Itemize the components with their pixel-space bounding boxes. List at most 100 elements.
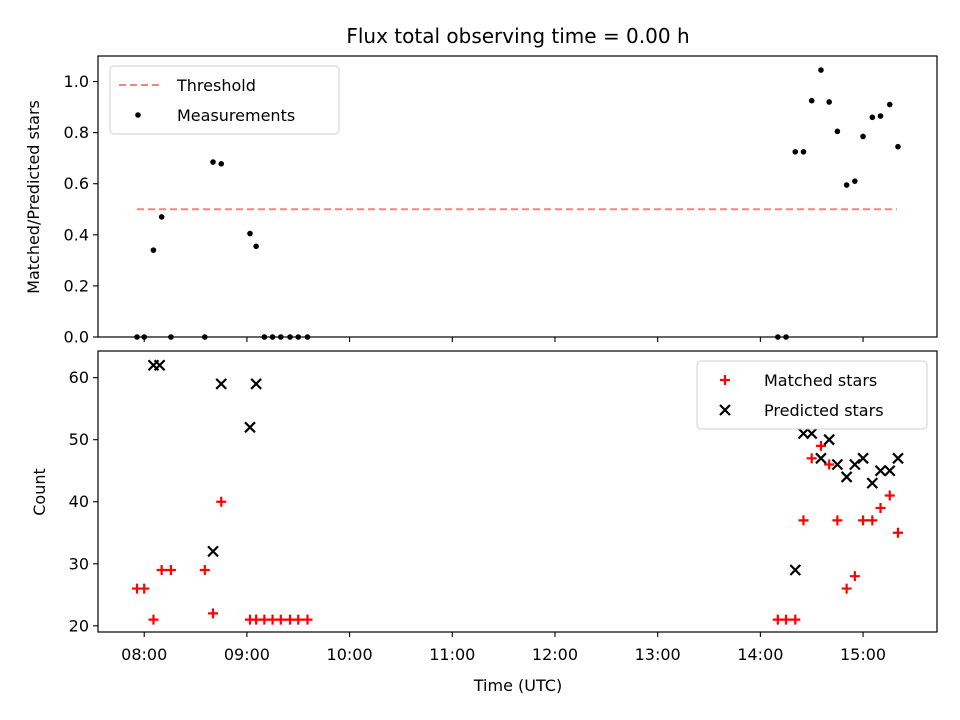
x-tick-label: 11:00: [429, 645, 475, 664]
data-point: [892, 452, 904, 465]
ratio-y-axis: 0.0 0.2 0.4 0.6 0.8 1.0: [64, 72, 98, 347]
y-tick-label: 40: [69, 492, 89, 511]
matched-stars-series: [132, 440, 903, 625]
data-point: [866, 477, 879, 489]
data-point: [244, 421, 256, 434]
y-tick-label: 0.0: [64, 328, 89, 347]
ratio-legend: Threshold Measurements: [109, 65, 340, 135]
data-point: [834, 128, 841, 135]
data-point: [858, 515, 869, 526]
data-point: [275, 614, 286, 625]
data-point: [886, 101, 893, 108]
legend-marker-swatch: [719, 404, 731, 416]
data-point: [293, 614, 304, 625]
data-point: [207, 545, 219, 558]
data-point: [840, 471, 853, 483]
data-point: [156, 564, 167, 575]
y-tick-label: 1.0: [64, 72, 89, 91]
data-point: [218, 161, 225, 167]
data-point: [790, 614, 801, 625]
data-point: [895, 143, 901, 150]
data-point: [843, 182, 850, 188]
time-x-axis: 08:00 09:00 10:00 11:00 12:00 13:00 14:00 15:00: [121, 632, 886, 664]
data-point: [148, 614, 159, 625]
data-point: [883, 464, 896, 477]
data-point: [158, 214, 165, 220]
y-tick-label: 0.8: [64, 123, 89, 142]
chart-title: Flux total observing time = 0.00 h: [346, 24, 689, 48]
y-tick-label: 20: [69, 616, 89, 635]
data-point: [849, 458, 861, 471]
data-point: [150, 247, 157, 253]
x-tick-label: 08:00: [121, 645, 167, 664]
count-y-axis-title: Count: [30, 468, 49, 516]
data-point: [824, 459, 835, 470]
data-point: [849, 571, 860, 582]
data-point: [815, 452, 827, 465]
data-point: [781, 614, 792, 625]
y-tick-label: 60: [69, 368, 89, 387]
data-point: [805, 427, 818, 440]
x-axis-title: Time (UTC): [473, 676, 562, 695]
data-point: [199, 564, 210, 575]
ratio-x-ticks: [143, 337, 864, 342]
data-point: [792, 148, 799, 155]
data-point: [210, 159, 216, 165]
predicted-stars-series: [147, 359, 904, 576]
data-point: [302, 614, 313, 625]
x-tick-label: 09:00: [224, 645, 270, 664]
data-point: [800, 148, 807, 155]
x-tick-label: 14:00: [737, 645, 783, 664]
data-point: [874, 464, 887, 477]
y-tick-label: 0.6: [64, 174, 89, 193]
data-point: [852, 178, 858, 184]
data-point: [884, 490, 895, 501]
data-point: [808, 97, 815, 104]
data-point: [875, 502, 886, 513]
data-point: [247, 230, 253, 237]
data-point: [867, 515, 878, 526]
ratio-y-axis-title: Matched/Predicted stars: [24, 100, 43, 294]
y-tick-label: 0.2: [64, 276, 89, 295]
count-y-axis: 20 30 40 50 60: [69, 368, 98, 635]
data-point: [815, 440, 826, 451]
data-point: [841, 583, 852, 594]
ratio-panel: 0.0 0.2 0.4 0.6 0.8 1.0 Matched/Predicted sta…: [24, 55, 938, 347]
legend-label: Measurements: [177, 106, 295, 125]
data-point: [826, 99, 832, 105]
legend-box: [696, 360, 928, 430]
x-tick-label: 15:00: [840, 645, 886, 664]
ratio-plot-frame: [97, 55, 938, 338]
data-point: [250, 378, 262, 390]
legend-marker-swatch: [135, 112, 141, 118]
count-plot-frame: [97, 350, 938, 633]
data-point: [877, 113, 884, 119]
legend-label: Matched stars: [764, 371, 877, 390]
y-tick-label: 50: [69, 430, 89, 449]
legend-label: Threshold: [176, 76, 256, 95]
legend-box: [109, 65, 340, 135]
data-point: [823, 433, 835, 446]
data-point: [789, 564, 802, 576]
data-point: [869, 114, 876, 121]
data-point: [216, 496, 227, 507]
x-tick-label: 12:00: [532, 645, 578, 664]
data-point: [208, 608, 219, 619]
legend-label: Predicted stars: [764, 401, 884, 420]
data-point: [892, 527, 903, 538]
data-point: [857, 452, 869, 465]
data-point: [215, 378, 228, 390]
data-point: [165, 564, 176, 575]
count-legend: Matched stars Predicted stars: [696, 360, 928, 430]
data-point: [139, 583, 150, 594]
count-panel: 20 30 40 50 60 08:00 09:00 10:00 11:00 12:00 13:0…: [30, 350, 938, 695]
y-tick-label: 0.4: [64, 225, 89, 244]
data-point: [832, 515, 843, 526]
data-point: [860, 133, 866, 140]
data-point: [818, 67, 824, 73]
data-point: [253, 243, 259, 250]
data-point: [831, 458, 844, 471]
x-tick-label: 10:00: [327, 645, 373, 664]
legend-marker-swatch: [720, 375, 730, 385]
